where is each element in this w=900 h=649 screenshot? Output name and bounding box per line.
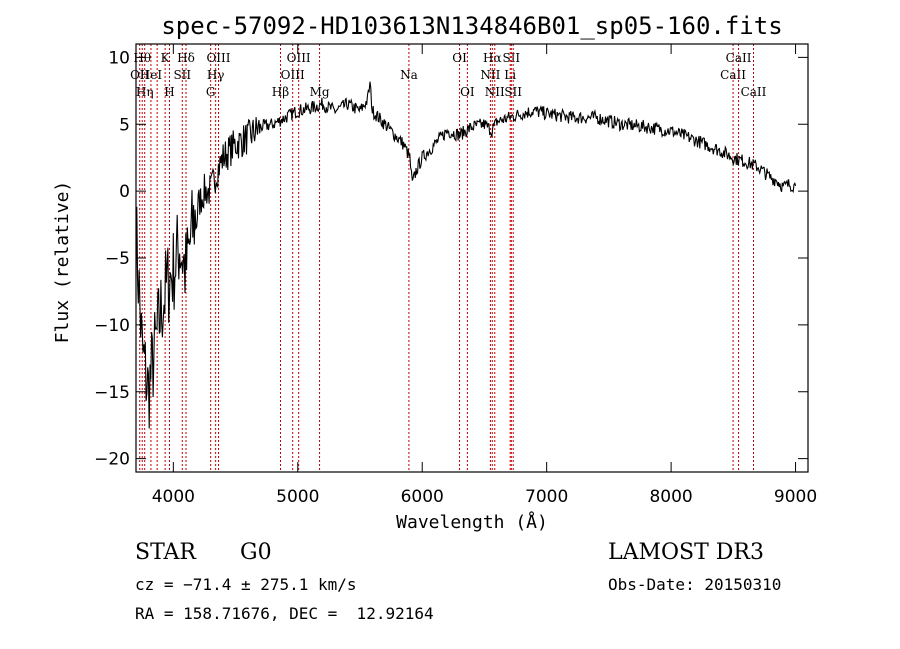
redshift-velocity: cz = −71.4 ± 275.1 km/s bbox=[135, 575, 357, 594]
line-marker-label-21: NII bbox=[485, 85, 505, 99]
line-marker-label-26: CaII bbox=[726, 51, 752, 65]
line-marker-label-7: SII bbox=[173, 68, 191, 82]
y-tick-label-6: −20 bbox=[94, 450, 130, 470]
line-marker-label-5: K bbox=[161, 51, 171, 65]
line-marker-label-2: Hη bbox=[136, 85, 154, 99]
line-marker-label-14: OIII bbox=[287, 51, 311, 65]
line-marker-label-16: Na bbox=[400, 68, 418, 82]
x-tick-label-1: 5000 bbox=[276, 487, 319, 507]
x-tick-label-2: 6000 bbox=[401, 487, 444, 507]
line-marker-label-23: SII bbox=[502, 51, 520, 65]
x-tick-label-5: 9000 bbox=[774, 487, 817, 507]
coordinates: RA = 158.71676, DEC = 12.92164 bbox=[135, 604, 434, 623]
line-marker-label-13: OIII bbox=[281, 68, 305, 82]
object-subclass: G0 bbox=[240, 540, 272, 565]
line-marker-label-11: OIII bbox=[206, 51, 230, 65]
line-marker-label-18: OI bbox=[460, 85, 475, 99]
x-tick-label-0: 4000 bbox=[152, 487, 195, 507]
line-marker-label-10: Hγ bbox=[207, 68, 225, 82]
plot-frame bbox=[135, 43, 809, 473]
y-tick-label-2: 0 bbox=[119, 182, 130, 202]
x-tick-label-3: 7000 bbox=[525, 487, 568, 507]
line-marker-label-0: OII bbox=[130, 68, 150, 82]
y-tick-label-4: −10 bbox=[94, 316, 130, 336]
y-tick-label-0: 10 bbox=[108, 48, 130, 68]
spectrum-line bbox=[135, 81, 797, 429]
y-tick-label-3: −5 bbox=[105, 249, 130, 269]
line-marker-label-27: CaII bbox=[741, 85, 767, 99]
line-marker-label-20: Hα bbox=[483, 51, 502, 65]
survey-name: LAMOST DR3 bbox=[608, 540, 764, 565]
line-marker-label-6: H bbox=[164, 85, 174, 99]
line-marker-label-8: Hδ bbox=[177, 51, 195, 65]
line-marker-label-12: Hβ bbox=[272, 85, 289, 99]
axis-ticks: 4000 5000 6000 7000 8000 9000 10 5 0 −5 −10 −15 −20 bbox=[94, 44, 817, 507]
line-marker-label-15: Mg bbox=[310, 85, 330, 99]
spectral-line-markers: OII Hθ Hη HeI K H SII Hδ G Hγ OIII Hβ OIII OIII Mg Na OI… bbox=[130, 44, 767, 472]
line-marker-label-24: SII bbox=[504, 85, 522, 99]
line-marker-label-3: HeI bbox=[140, 68, 163, 82]
line-marker-label-9: G bbox=[206, 85, 216, 99]
y-tick-label-1: 5 bbox=[119, 115, 130, 135]
chart-title: spec-57092-HD103613N134846B01_sp05-160.f… bbox=[161, 12, 782, 40]
line-marker-label-1: Hθ bbox=[133, 51, 151, 65]
x-tick-label-4: 8000 bbox=[649, 487, 692, 507]
y-tick-label-5: −15 bbox=[94, 383, 130, 403]
line-marker-label-17: OI bbox=[452, 51, 467, 65]
x-axis-label: Wavelength (Å) bbox=[396, 511, 548, 533]
line-marker-label-19: NII bbox=[480, 68, 500, 82]
observation-date: Obs-Date: 20150310 bbox=[608, 575, 782, 594]
line-marker-label-25: CaII bbox=[720, 68, 746, 82]
object-class: STAR bbox=[135, 540, 196, 565]
line-marker-label-22: Li bbox=[504, 68, 516, 82]
y-axis-label: Flux (relative) bbox=[52, 181, 73, 344]
